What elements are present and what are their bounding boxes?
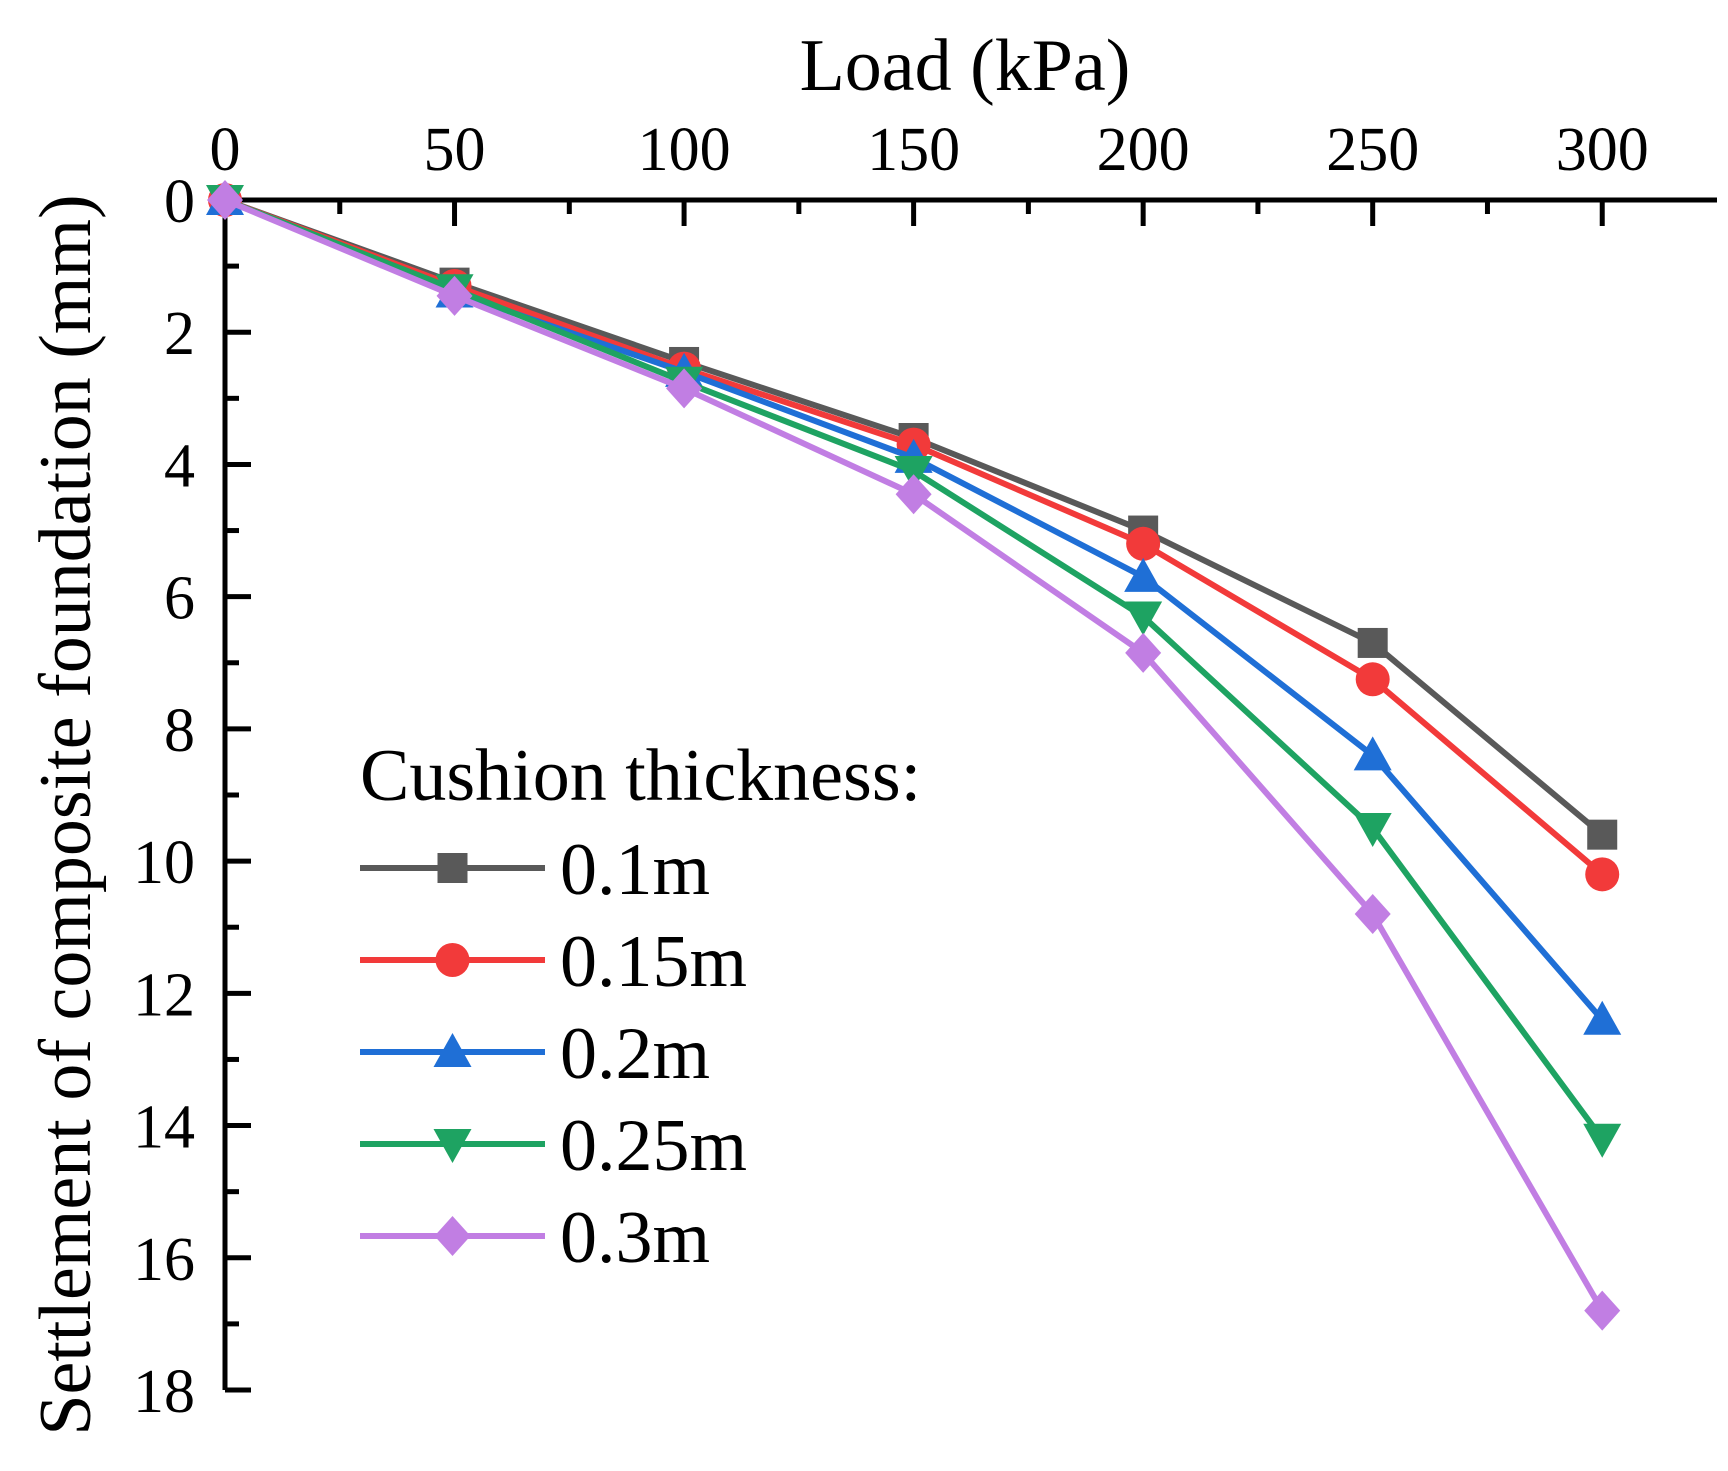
data-point bbox=[894, 456, 933, 491]
data-point bbox=[1584, 1290, 1621, 1331]
legend-entry: 0.25m bbox=[360, 1105, 747, 1187]
data-point bbox=[1353, 736, 1392, 771]
y-tick-label: 10 bbox=[133, 829, 195, 897]
series-line bbox=[223, 197, 1605, 1022]
data-point bbox=[1585, 857, 1620, 892]
legend-title: Cushion thickness: bbox=[360, 735, 921, 817]
legend-marker bbox=[435, 943, 470, 977]
data-point bbox=[1353, 813, 1392, 848]
legend-marker bbox=[437, 853, 468, 883]
data-point bbox=[1354, 894, 1391, 934]
legend-entry: 0.1m bbox=[360, 829, 710, 911]
x-tick-label: 100 bbox=[638, 116, 731, 184]
y-tick-label: 12 bbox=[133, 961, 195, 1029]
y-tick-label: 16 bbox=[133, 1226, 195, 1294]
series-line bbox=[223, 197, 1605, 1141]
y-tick-label: 4 bbox=[164, 432, 195, 500]
legend-label: 0.15m bbox=[560, 921, 747, 1003]
x-axis-title: Load (kPa) bbox=[800, 25, 1131, 107]
data-point bbox=[1124, 601, 1163, 636]
data-point bbox=[207, 180, 243, 220]
y-tick-label: 0 bbox=[164, 168, 195, 236]
data-point bbox=[436, 275, 473, 316]
legend-entry: 0.3m bbox=[360, 1197, 710, 1279]
x-tick-label: 50 bbox=[424, 116, 486, 184]
legend-label: 0.1m bbox=[560, 829, 710, 911]
series-0.2m bbox=[206, 181, 1622, 1035]
x-tick-label: 200 bbox=[1097, 116, 1190, 184]
data-point bbox=[1126, 526, 1161, 561]
x-tick-label: 150 bbox=[867, 116, 960, 184]
legend-entry: 0.2m bbox=[360, 1013, 710, 1095]
legend-marker bbox=[433, 1033, 472, 1067]
y-tick-label: 6 bbox=[164, 565, 195, 633]
data-point bbox=[1125, 632, 1162, 673]
series-layer bbox=[206, 180, 1622, 1331]
axes: 0 50 100 150 200 250 300 0 2 4 6 8 10 12 14 16 18 bbox=[133, 116, 1717, 1426]
data-point bbox=[1583, 1000, 1622, 1035]
data-point bbox=[1583, 1123, 1622, 1158]
y-tick-label: 8 bbox=[164, 697, 195, 765]
legend-marker bbox=[434, 1216, 471, 1256]
y-tick-label: 14 bbox=[133, 1094, 195, 1162]
y-tick-label: 18 bbox=[133, 1358, 195, 1426]
legend-entry: 0.15m bbox=[360, 921, 747, 1003]
data-point bbox=[895, 474, 932, 515]
x-tick-label: 250 bbox=[1326, 116, 1419, 184]
y-axis-title: Settlement of composite foundation (mm) bbox=[25, 194, 107, 1435]
legend-label: 0.3m bbox=[560, 1197, 710, 1279]
series-0.3m bbox=[207, 180, 1621, 1331]
legend-label: 0.25m bbox=[560, 1105, 747, 1187]
data-point bbox=[666, 368, 703, 409]
y-tick-label: 2 bbox=[164, 300, 195, 368]
data-point bbox=[1357, 627, 1388, 658]
data-point bbox=[1355, 662, 1390, 697]
x-tick-label: 0 bbox=[210, 116, 241, 184]
legend-label: 0.2m bbox=[560, 1013, 710, 1095]
legend-marker bbox=[433, 1129, 472, 1163]
legend: Cushion thickness: 0.1m 0.15m 0.2m 0.25m 0.3… bbox=[360, 735, 921, 1279]
x-tick-label: 300 bbox=[1556, 116, 1649, 184]
data-point bbox=[1587, 819, 1618, 850]
data-point bbox=[1124, 557, 1163, 592]
